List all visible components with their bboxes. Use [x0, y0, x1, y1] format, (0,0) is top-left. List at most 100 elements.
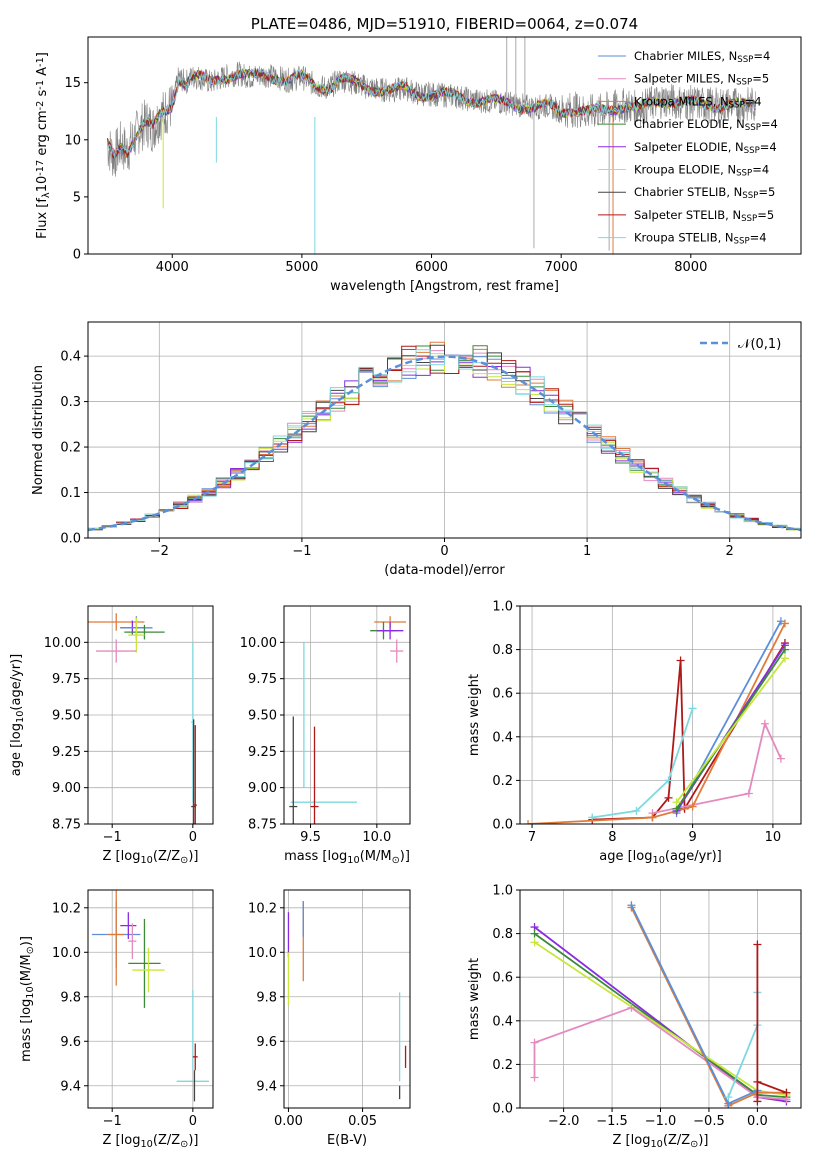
plot-area-spectrum	[106, 37, 757, 254]
tick-label-y: 9.6	[256, 1035, 277, 1050]
text-run: ]	[35, 52, 50, 57]
legend-label-0: Chabrier MILES, NSSP=4	[634, 49, 770, 65]
subscript: SSP	[734, 237, 750, 247]
text-run: =4	[750, 231, 767, 245]
superscript: -1	[35, 57, 46, 67]
subscript: 10	[652, 855, 664, 866]
tick-label-x: 6000	[415, 260, 448, 275]
legend-label-3: Chabrier ELODIE, NSSP=4	[634, 117, 778, 133]
tick-label-x: −1.0	[645, 1114, 677, 1129]
tick-label-y: 0.6	[492, 687, 513, 702]
text-run: (M/M	[19, 954, 34, 986]
tick-label-y: 9.25	[248, 745, 277, 760]
subscript: 10	[650, 1139, 662, 1150]
tick-label-y: 0.2	[492, 1058, 513, 1073]
tick-label-y: 9.25	[52, 745, 81, 760]
errorbar-point-4	[128, 617, 145, 653]
tick-label-x: −1.5	[596, 1114, 628, 1129]
tick-label-y: 0.6	[492, 971, 513, 986]
subscript: ⊙	[392, 855, 400, 866]
text-run: =5	[752, 72, 769, 86]
axes-frame	[87, 889, 214, 1109]
histogram-8	[88, 349, 801, 530]
weight-marker	[744, 789, 753, 798]
text-run: Z [log	[613, 1133, 651, 1148]
tick-label-y: 9.6	[60, 1035, 81, 1050]
axes-age_vs_mass: 9.5 10.0 8.75 9.00 9.25 9.50 9.75 10.00 mass [lo…	[240, 605, 411, 866]
errorbar-point-3	[390, 639, 404, 663]
subscript: 10	[140, 1139, 152, 1150]
plot-area-massweight_vs_age	[524, 617, 789, 824]
weight-line-4	[630, 907, 787, 1107]
weight-marker	[782, 1088, 791, 1097]
axes-residuals: −2 −1 0 1 2 0.0 0.1 0.2 0.3 0.4 (data-model)/error…	[31, 321, 802, 578]
axes-mass_vs_Z: −1 09.49.69.810.010.2Z [log10(Z/Z⊙)]mass …	[19, 889, 214, 1150]
superscript: -17	[35, 160, 46, 176]
tick-label-y: 1.0	[492, 884, 513, 899]
tick-label-x: 9	[688, 830, 696, 845]
weight-marker	[524, 820, 533, 824]
tick-label-x: 4000	[156, 260, 189, 275]
weight-marker	[753, 1097, 762, 1106]
text-run: =4	[753, 49, 770, 63]
text-run: )]	[188, 849, 198, 864]
text-run: mass [log	[19, 999, 34, 1062]
weight-marker	[780, 654, 789, 663]
tick-label-y: 9.8	[256, 990, 277, 1005]
weight-marker	[664, 793, 673, 802]
weight-marker	[780, 619, 789, 628]
subscript: ⊙	[690, 1139, 698, 1150]
tick-label-y: 9.75	[52, 672, 81, 687]
errorbar-point-8	[193, 725, 197, 824]
weight-marker	[627, 1003, 636, 1012]
x-axis-label: Z [log10(Z/Z⊙)]	[613, 1133, 709, 1150]
weight-marker	[530, 938, 539, 947]
text-run: Kroupa ELODIE, N	[634, 163, 736, 177]
model-line-8	[106, 68, 757, 158]
tick-label-y: 0.1	[60, 486, 81, 501]
text-run: =4	[761, 117, 778, 131]
tick-label-y: 9.75	[248, 672, 277, 687]
x-axis-label: age [log10(age/yr)]	[599, 849, 722, 866]
y-axis-label: mass weight	[467, 674, 482, 756]
tick-label-y: 0.0	[492, 1102, 513, 1117]
subscript: SSP	[729, 101, 745, 111]
legend-label-normal: 𝒩(0,1)	[738, 337, 781, 352]
text-run: Salpeter ELODIE, N	[634, 140, 744, 154]
tick-label-x: −2.0	[548, 1114, 580, 1129]
tick-label-y: 15	[64, 76, 81, 91]
text-run: erg cm	[35, 110, 50, 159]
subscript: SSP	[737, 55, 753, 65]
subscript: 10	[25, 986, 36, 998]
text-run: (M/M	[360, 849, 392, 864]
errorbar-point-6	[289, 716, 298, 824]
subscript: SSP	[742, 191, 758, 201]
text-run: Z [log	[103, 1133, 141, 1148]
errorbar-point-2	[376, 621, 404, 640]
tick-label-y: 8.75	[52, 818, 81, 833]
tick-label-x: −1	[103, 1114, 122, 1129]
legend-label-5: Kroupa ELODIE, NSSP=4	[634, 163, 769, 179]
text-run: (data-model)/error	[384, 563, 505, 578]
weight-marker	[672, 798, 681, 807]
text-run: )]	[188, 1133, 198, 1148]
tick-label-y: 0.8	[492, 927, 513, 942]
weight-marker	[530, 1038, 539, 1047]
normal-curve	[88, 355, 801, 532]
weight-marker	[780, 645, 789, 654]
y-axis-label: mass [log10(M/M⊙)]	[19, 936, 36, 1062]
weight-line-4	[675, 620, 782, 814]
weight-line-1	[592, 708, 694, 819]
tick-label-y: 10.2	[248, 901, 277, 916]
x-axis-label: Z [log10(Z/Z⊙)]	[103, 1133, 199, 1150]
text-run: E(B-V)	[327, 1133, 367, 1148]
axes-frame	[283, 889, 411, 1109]
weight-marker	[688, 802, 697, 811]
text-run: Salpeter MILES, N	[634, 72, 736, 86]
tick-label-x: 9.5	[300, 830, 321, 845]
weight-marker	[688, 704, 697, 713]
text-run: Kroupa STELIB, N	[634, 231, 734, 245]
text-run: age [log	[9, 723, 24, 776]
text-run: Chabrier MILES, N	[634, 49, 737, 63]
